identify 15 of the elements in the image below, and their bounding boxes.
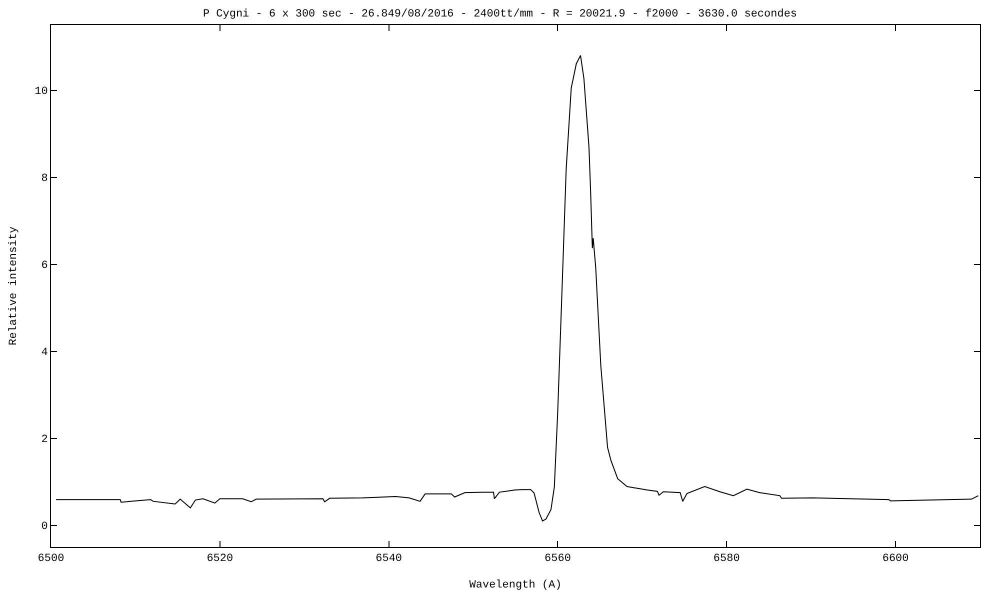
x-tick-label: 6520	[206, 553, 234, 566]
x-axis-title: Wavelength (A)	[469, 579, 562, 592]
x-tick-label: 6600	[882, 553, 909, 566]
y-tick-label: 4	[41, 347, 48, 360]
y-axis-title: Relative intensity	[8, 226, 20, 346]
y-tick-label: 8	[41, 173, 48, 186]
x-tick-label: 6500	[38, 553, 64, 566]
x-tick-label: 6560	[544, 553, 571, 566]
y-tick-label: 6	[41, 260, 48, 272]
y-tick-label: 0	[41, 521, 48, 534]
y-tick-label: 2	[41, 434, 48, 446]
chart-title: P Cygni - 6 x 300 sec - 26.849/08/2016 - 2400tt/mm - R = 20021.9 - f2000 - 3630.0 secondes	[202, 8, 798, 21]
x-tick-label: 6580	[713, 553, 740, 566]
x-tick-label: 6540	[376, 553, 402, 566]
y-tick-label: 10	[34, 86, 48, 98]
